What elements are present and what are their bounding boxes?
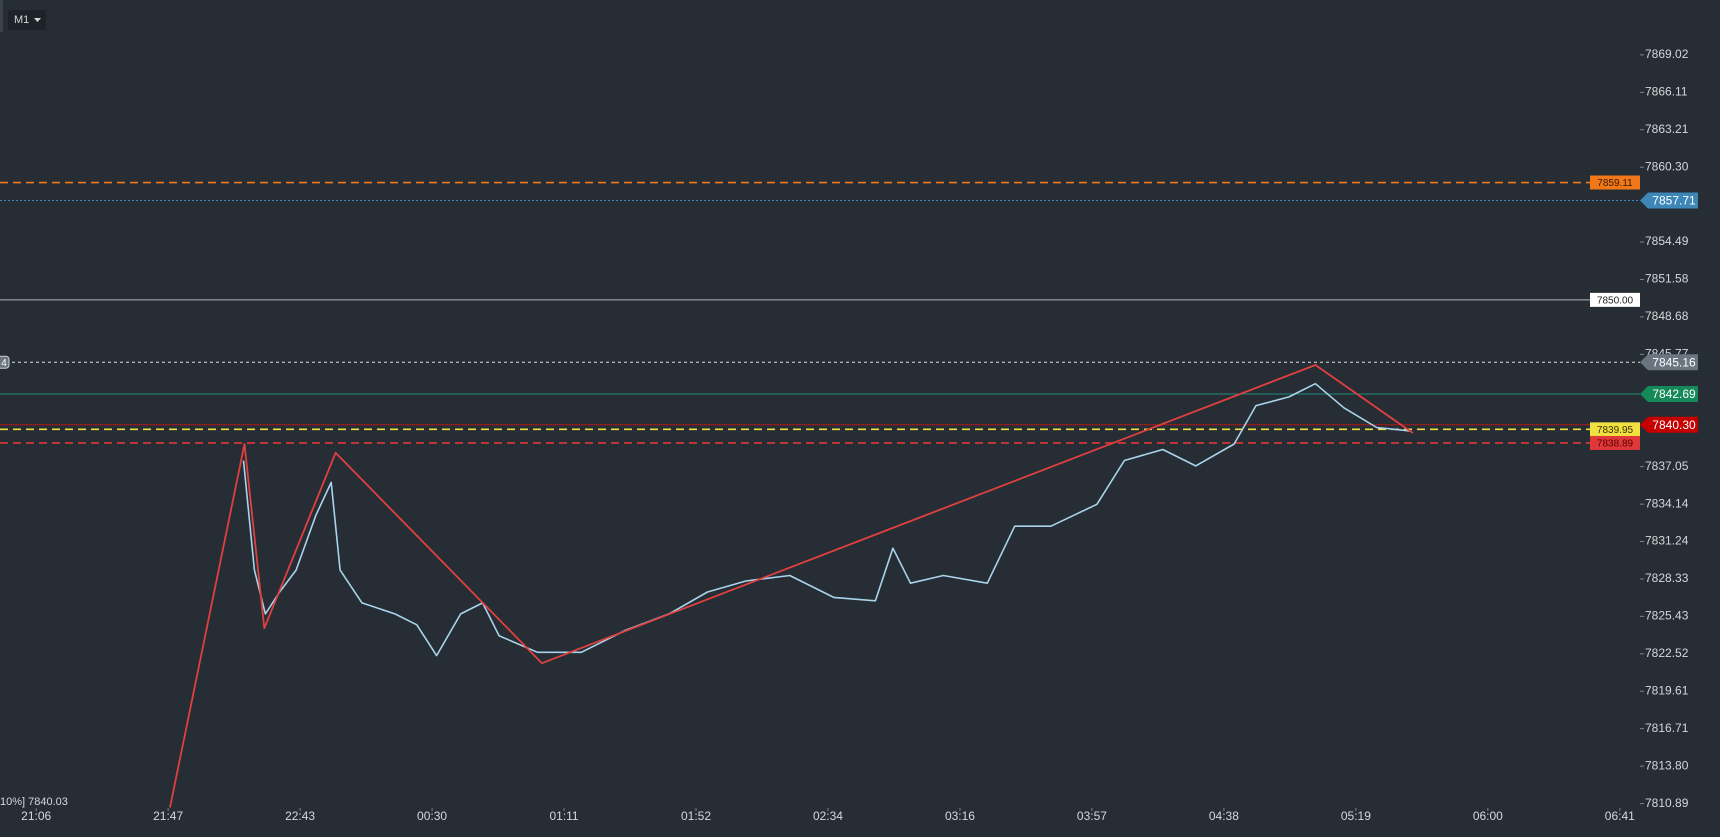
y-tick-label: 7837.05 <box>1645 459 1689 473</box>
level-tag-label: 7845.16 <box>1652 355 1696 369</box>
y-tick-label: 7816.71 <box>1645 721 1689 735</box>
level-box <box>1590 175 1640 190</box>
level-tag-label: 7840.30 <box>1652 418 1696 432</box>
y-tick-label: 7834.14 <box>1645 496 1689 510</box>
price-line <box>242 382 1410 657</box>
zigzag-line <box>169 364 1414 808</box>
y-tick-label: 7831.24 <box>1645 534 1689 548</box>
y-tick-label: 7869.02 <box>1645 47 1689 61</box>
left-tag-label: 4 <box>1 358 7 369</box>
x-tick-label: 05:19 <box>1341 809 1371 823</box>
x-tick-label: 06:41 <box>1605 809 1635 823</box>
level-tag-label: 7842.69 <box>1652 387 1696 401</box>
status-text: 10%] 7840.03 <box>0 796 68 808</box>
x-tick-label: 02:34 <box>813 809 843 823</box>
y-tick-label: 7863.21 <box>1645 122 1689 136</box>
y-tick-label: 7825.43 <box>1645 609 1689 623</box>
y-tick-label: 7810.89 <box>1645 796 1689 810</box>
x-tick-label: 21:06 <box>21 809 51 823</box>
y-tick-label: 7860.30 <box>1645 159 1689 173</box>
y-tick-label: 7819.61 <box>1645 683 1689 697</box>
x-tick-label: 01:52 <box>681 809 711 823</box>
level-tag <box>1640 354 1698 371</box>
y-tick-label: 7822.52 <box>1645 646 1689 660</box>
x-tick-label: 01:11 <box>549 809 578 823</box>
x-tick-label: 03:16 <box>945 809 975 823</box>
x-tick-label: 06:00 <box>1473 809 1503 823</box>
level-box <box>1590 435 1640 450</box>
left-edge <box>0 0 3 32</box>
y-tick-label: 7866.11 <box>1645 85 1688 99</box>
y-tick-label: 7854.49 <box>1645 234 1689 248</box>
level-tag-label: 7857.71 <box>1652 194 1696 208</box>
y-tick-label: 7813.80 <box>1645 758 1689 772</box>
level-box-label: 7838.89 <box>1597 439 1634 450</box>
level-tag <box>1640 192 1698 209</box>
dropdown-arrow[interactable] <box>34 18 41 22</box>
level-box <box>1590 292 1640 307</box>
x-tick-label: 00:30 <box>417 809 447 823</box>
x-tick-label: 21:47 <box>153 809 183 823</box>
y-tick-label: 7828.33 <box>1645 571 1689 585</box>
y-tick-label: 7851.58 <box>1645 272 1689 286</box>
x-tick-label: 03:57 <box>1077 809 1107 823</box>
level-box-label: 7859.11 <box>1597 178 1633 189</box>
level-box-label: 7850.00 <box>1597 296 1634 307</box>
level-tag <box>1640 416 1698 433</box>
timeframe[interactable]: M1 <box>14 14 29 26</box>
left-tag <box>0 355 10 369</box>
x-tick-label: 22:43 <box>285 809 315 823</box>
level-box-label: 7839.95 <box>1597 425 1634 436</box>
y-tick-label: 7848.68 <box>1645 309 1689 323</box>
x-tick-label: 04:38 <box>1209 809 1239 823</box>
level-box <box>1590 422 1640 437</box>
timeframe-button[interactable] <box>8 10 46 30</box>
level-tag <box>1640 386 1698 403</box>
